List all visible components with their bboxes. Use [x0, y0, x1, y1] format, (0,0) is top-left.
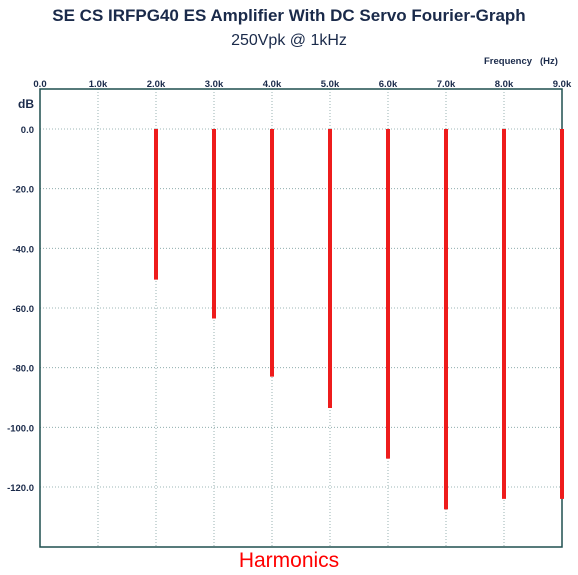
y-tick-label: 0.0 — [21, 125, 34, 136]
harmonic-bars — [154, 129, 564, 510]
x-tick-label: 0.0 — [33, 79, 46, 90]
chart-title: SE CS IRFPG40 ES Amplifier With DC Servo… — [52, 6, 526, 25]
x-tick-label: 2.0k — [147, 79, 166, 90]
x-tick-label: 8.0k — [495, 79, 514, 90]
plot-frame — [39, 88, 563, 548]
x-axis-label: Frequency (Hz) — [484, 56, 558, 67]
x-tick-label: 4.0k — [263, 79, 282, 90]
x-tick-labels: 0.0 1.0k 2.0k 3.0k 4.0k 5.0k 6.0k 7.0k 8.0k 9.0k — [33, 79, 572, 90]
x-tick-label: 9.0k — [553, 79, 572, 90]
x-tick-label: 3.0k — [205, 79, 224, 90]
x-tick-label: 1.0k — [89, 79, 108, 90]
y-tick-label: -20.0 — [12, 185, 34, 196]
grid-lines — [39, 89, 563, 547]
chart-subtitle: 250Vpk @ 1kHz — [231, 32, 347, 49]
harmonics-label: Harmonics — [238, 549, 340, 572]
y-tick-label: -80.0 — [12, 364, 34, 375]
x-tick-label: 6.0k — [379, 79, 398, 90]
y-tick-label: -40.0 — [12, 244, 34, 255]
y-tick-labels: 0.0 -20.0 -40.0 -60.0 -80.0 -100.0 -120.0 — [7, 125, 34, 494]
y-tick-label: -120.0 — [7, 483, 34, 494]
y-axis-label: dB — [18, 97, 34, 111]
y-tick-label: -60.0 — [12, 304, 34, 315]
x-tick-label: 7.0k — [437, 79, 456, 90]
y-tick-label: -100.0 — [7, 423, 34, 434]
x-tick-label: 5.0k — [321, 79, 340, 90]
